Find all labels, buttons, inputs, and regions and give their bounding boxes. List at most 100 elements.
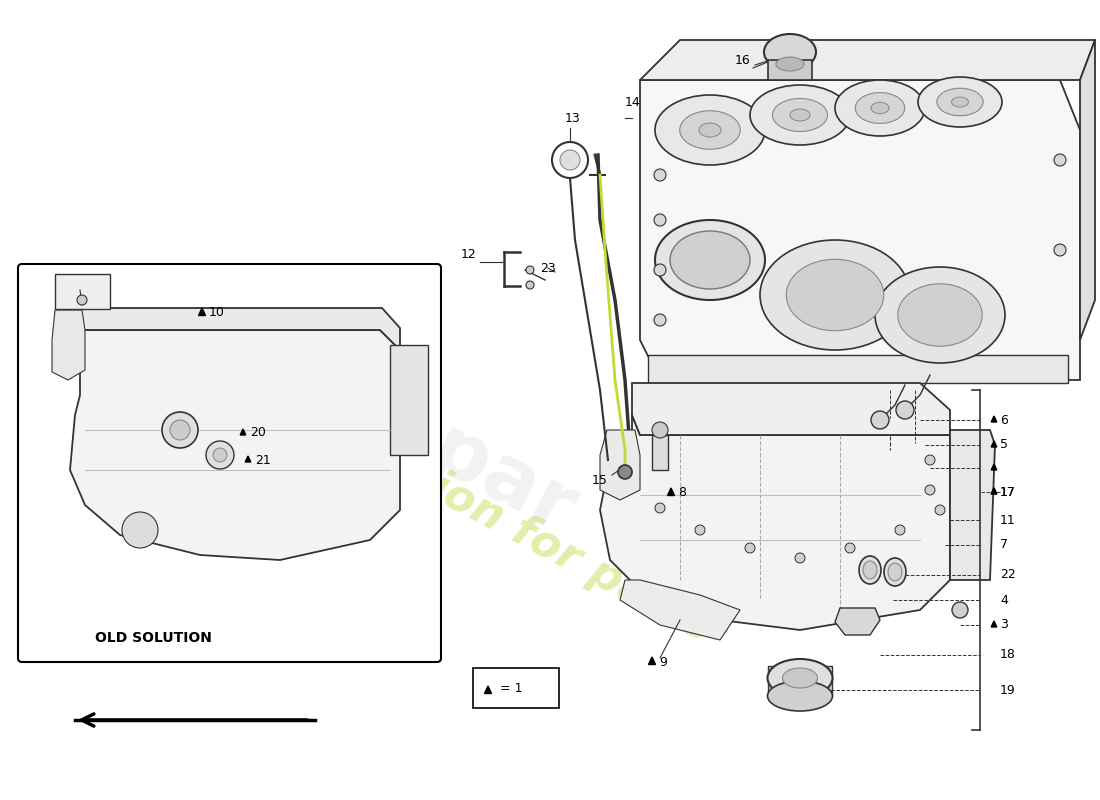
Circle shape [170, 420, 190, 440]
Polygon shape [52, 310, 85, 380]
Circle shape [654, 214, 666, 226]
Text: 7: 7 [1000, 538, 1008, 551]
Text: 17: 17 [1000, 486, 1016, 498]
Ellipse shape [768, 681, 833, 711]
Text: 19: 19 [1000, 683, 1015, 697]
Polygon shape [649, 657, 656, 665]
Polygon shape [991, 621, 997, 627]
Ellipse shape [760, 240, 910, 350]
Circle shape [560, 150, 580, 170]
Polygon shape [991, 488, 997, 494]
Text: = 1: = 1 [496, 682, 522, 695]
Circle shape [213, 448, 227, 462]
Polygon shape [640, 80, 1080, 380]
Polygon shape [632, 383, 950, 435]
Ellipse shape [859, 556, 881, 584]
Circle shape [896, 401, 914, 419]
Polygon shape [950, 430, 996, 580]
Ellipse shape [782, 668, 817, 688]
Text: eurospar: eurospar [192, 290, 587, 550]
Ellipse shape [772, 98, 827, 131]
Circle shape [654, 264, 666, 276]
Ellipse shape [871, 102, 889, 114]
Ellipse shape [856, 93, 904, 123]
Text: 6: 6 [1000, 414, 1008, 426]
Text: 12: 12 [460, 249, 476, 262]
Text: a passion for parts: a passion for parts [282, 390, 718, 650]
Polygon shape [198, 308, 206, 315]
Polygon shape [991, 441, 997, 447]
Ellipse shape [864, 561, 877, 579]
Polygon shape [640, 40, 1094, 80]
Bar [390, 345, 428, 455]
Ellipse shape [884, 558, 906, 586]
Circle shape [618, 465, 632, 479]
Ellipse shape [670, 231, 750, 289]
Polygon shape [991, 488, 997, 494]
Polygon shape [484, 686, 492, 694]
Circle shape [652, 422, 668, 438]
Ellipse shape [680, 110, 740, 150]
Bar [55, 274, 110, 309]
Text: 4: 4 [1000, 594, 1008, 606]
Ellipse shape [698, 123, 720, 137]
Text: 21: 21 [255, 454, 271, 466]
Text: 13: 13 [565, 111, 581, 125]
Ellipse shape [786, 259, 883, 330]
Ellipse shape [888, 563, 902, 581]
Polygon shape [835, 608, 880, 635]
Ellipse shape [874, 267, 1005, 363]
Text: 11: 11 [1000, 514, 1015, 526]
Text: 17: 17 [1000, 486, 1016, 498]
Circle shape [122, 512, 158, 548]
Circle shape [162, 412, 198, 448]
FancyBboxPatch shape [473, 668, 559, 708]
Ellipse shape [654, 220, 764, 300]
Polygon shape [991, 416, 997, 422]
Ellipse shape [898, 284, 982, 346]
Text: 23: 23 [540, 262, 556, 274]
Bar [768, 666, 832, 696]
Ellipse shape [790, 109, 810, 121]
Polygon shape [1080, 40, 1094, 340]
Bar [652, 435, 668, 470]
Text: 16: 16 [735, 54, 750, 66]
Text: OLD SOLUTION: OLD SOLUTION [95, 631, 212, 645]
Ellipse shape [776, 57, 804, 71]
Polygon shape [70, 330, 400, 560]
Ellipse shape [918, 77, 1002, 127]
Circle shape [654, 503, 666, 513]
Polygon shape [668, 488, 674, 495]
Circle shape [1054, 154, 1066, 166]
Circle shape [526, 281, 534, 289]
Polygon shape [245, 456, 251, 462]
Bar [648, 355, 1068, 383]
Text: 10: 10 [209, 306, 224, 319]
Ellipse shape [764, 34, 816, 70]
Circle shape [654, 314, 666, 326]
Polygon shape [78, 308, 400, 350]
Ellipse shape [768, 659, 833, 697]
Circle shape [526, 266, 534, 274]
Circle shape [935, 505, 945, 515]
Circle shape [745, 543, 755, 553]
Text: 15: 15 [592, 474, 608, 486]
Circle shape [871, 411, 889, 429]
Circle shape [1054, 244, 1066, 256]
Circle shape [895, 525, 905, 535]
Bar [768, 60, 812, 80]
Circle shape [695, 525, 705, 535]
FancyBboxPatch shape [18, 264, 441, 662]
Polygon shape [991, 464, 997, 470]
Circle shape [552, 142, 589, 178]
Ellipse shape [952, 97, 968, 107]
Circle shape [845, 543, 855, 553]
Text: 18: 18 [1000, 649, 1016, 662]
Circle shape [795, 553, 805, 563]
Text: 9: 9 [659, 655, 667, 669]
Circle shape [925, 485, 935, 495]
Text: 20: 20 [250, 426, 266, 439]
Text: 5: 5 [1000, 438, 1008, 451]
Text: 8: 8 [678, 486, 686, 499]
Ellipse shape [937, 88, 983, 116]
